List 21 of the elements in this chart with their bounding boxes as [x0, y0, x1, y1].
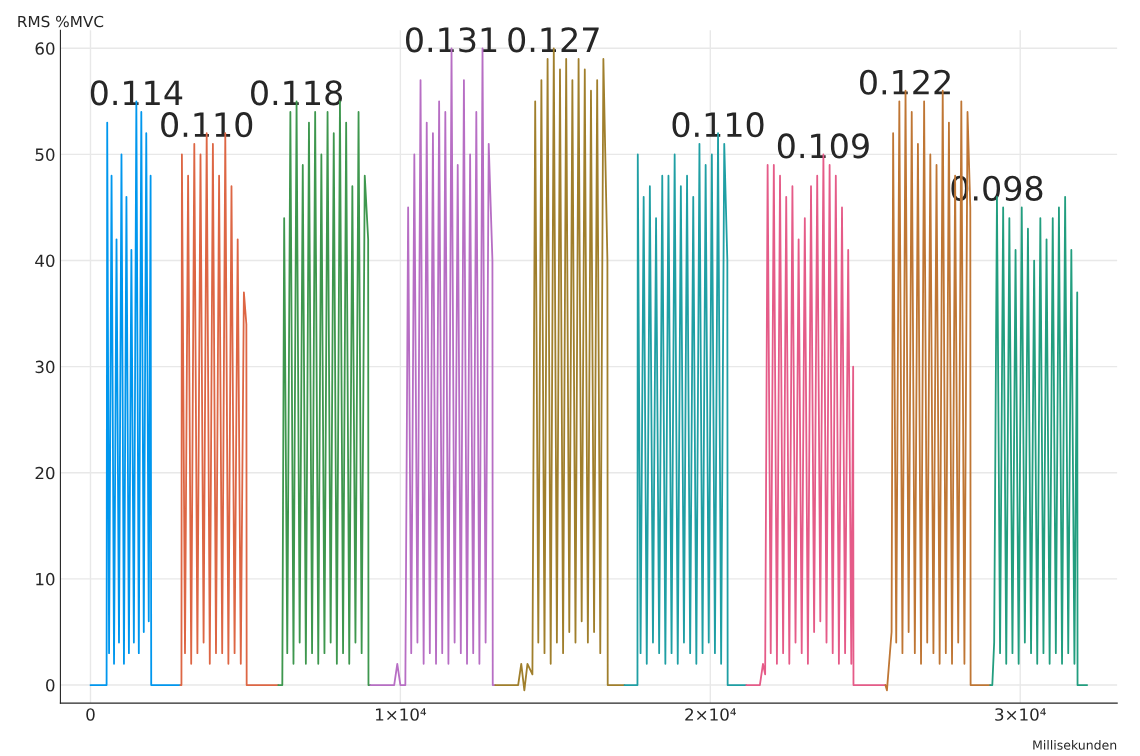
y-tick-label: 0: [46, 679, 55, 692]
annotation: 0.122: [860, 69, 950, 95]
x-tick-label: 0: [86, 708, 95, 721]
annotation: 0.110: [161, 112, 253, 138]
x-tick-label: 1×10⁴: [375, 708, 427, 721]
y-tick-label: 20: [35, 466, 55, 480]
x-axis-title: Millisekunden: [1033, 740, 1117, 750]
annotation: 0.127: [508, 27, 599, 53]
x-tick-label: 2×10⁴: [685, 708, 736, 721]
y-axis-title: RMS %MVC: [18, 15, 104, 28]
y-tick-label: 40: [35, 254, 55, 268]
y-tick-label: 60: [35, 42, 55, 55]
y-tick-label: 30: [35, 360, 55, 374]
annotation: 0.131: [406, 27, 497, 53]
annotation: 0.118: [251, 80, 342, 106]
annotation: 0.110: [672, 112, 764, 138]
annotation: 0.109: [777, 133, 869, 159]
annotation: 0.114: [90, 80, 183, 106]
x-tick-label: 3×10⁴: [995, 708, 1046, 721]
y-tick-label: 10: [36, 572, 55, 586]
y-tick-label: 50: [35, 148, 55, 161]
